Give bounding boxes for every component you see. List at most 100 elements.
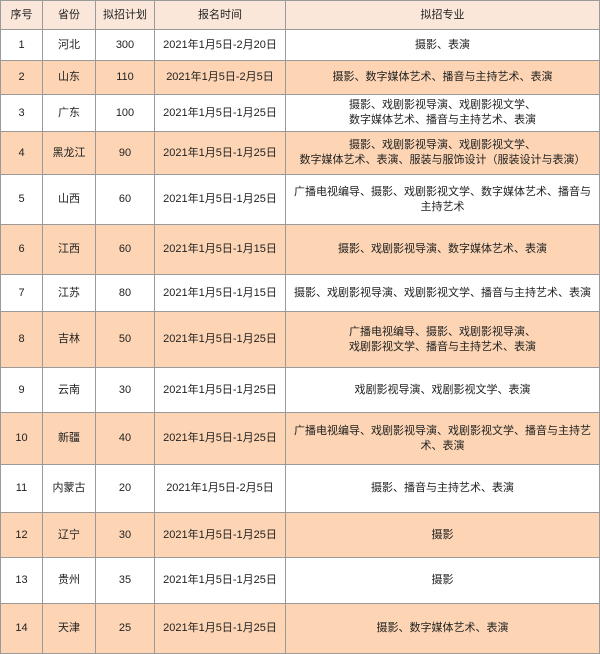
cell-no: 9 [0, 367, 43, 413]
cell-province: 吉林 [42, 311, 96, 368]
cell-majors: 摄影、播音与主持艺术、表演 [285, 464, 600, 513]
cell-province: 贵州 [42, 557, 96, 604]
table-row: 6 江西 60 2021年1月5日-1月15日 摄影、戏剧影视导演、数字媒体艺术、表演 [0, 224, 600, 275]
table-row: 3 广东 100 2021年1月5日-1月25日 摄影、戏剧影视导演、戏剧影视文学、 数字… [0, 94, 600, 132]
cell-province: 山西 [42, 174, 96, 225]
header-row: 序号 省份 拟招计划 报名时间 拟招专业 [0, 0, 600, 30]
cell-period: 2021年1月5日-1月25日 [154, 311, 286, 368]
cell-majors: 广播电视编导、戏剧影视导演、戏剧影视文学、播音与主持艺术、表演 [285, 412, 600, 465]
majors-line: 广播电视编导、摄影、戏剧影视导演、 [349, 325, 536, 338]
cell-period: 2021年1月5日-1月25日 [154, 131, 286, 175]
cell-period: 2021年1月5日-1月25日 [154, 94, 286, 132]
cell-majors: 摄影、表演 [285, 29, 600, 61]
cell-no: 14 [0, 603, 43, 654]
cell-no: 11 [0, 464, 43, 513]
cell-majors: 摄影、戏剧影视导演、戏剧影视文学、播音与主持艺术、表演 [285, 274, 600, 312]
cell-province: 山东 [42, 60, 96, 95]
cell-majors: 摄影 [285, 557, 600, 604]
majors-line: 摄影、播音与主持艺术、表演 [371, 482, 514, 494]
cell-no: 1 [0, 29, 43, 61]
cell-province: 新疆 [42, 412, 96, 465]
cell-period: 2021年1月5日-2月5日 [154, 60, 286, 95]
cell-period: 2021年1月5日-1月15日 [154, 274, 286, 312]
majors-line: 摄影、戏剧影视导演、戏剧影视文学、 [349, 139, 536, 151]
cell-province: 内蒙古 [42, 464, 96, 513]
cell-province: 广东 [42, 94, 96, 132]
majors-line: 摄影、戏剧影视导演、数字媒体艺术、表演 [338, 243, 547, 255]
cell-majors: 摄影、数字媒体艺术、播音与主持艺术、表演 [285, 60, 600, 95]
cell-plan: 60 [95, 174, 155, 225]
cell-period: 2021年1月5日-1月25日 [154, 512, 286, 558]
cell-period: 2021年1月5日-1月25日 [154, 174, 286, 225]
cell-plan: 100 [95, 94, 155, 132]
cell-plan: 20 [95, 464, 155, 513]
header-majors: 拟招专业 [285, 0, 600, 30]
majors-line: 摄影 [431, 574, 454, 586]
header-province: 省份 [42, 0, 96, 30]
majors-line: 戏剧影视导演、戏剧影视文学、表演 [354, 383, 531, 396]
cell-period: 2021年1月5日-1月25日 [154, 557, 286, 604]
cell-no: 2 [0, 60, 43, 95]
majors-line: 戏剧影视文学、播音与主持艺术、表演 [349, 340, 536, 353]
cell-province: 云南 [42, 367, 96, 413]
cell-plan: 30 [95, 367, 155, 413]
cell-no: 5 [0, 174, 43, 225]
cell-province: 江苏 [42, 274, 96, 312]
cell-plan: 90 [95, 131, 155, 175]
cell-period: 2021年1月5日-1月25日 [154, 367, 286, 413]
cell-province: 黑龙江 [42, 131, 96, 175]
cell-province: 河北 [42, 29, 96, 61]
table-row: 1 河北 300 2021年1月5日-2月20日 摄影、表演 [0, 29, 600, 61]
majors-line: 摄影、戏剧影视导演、戏剧影视文学、播音与主持艺术、表演 [294, 286, 591, 299]
cell-period: 2021年1月5日-1月15日 [154, 224, 286, 275]
majors-line: 摄影、数字媒体艺术、表演 [376, 622, 509, 634]
cell-plan: 80 [95, 274, 155, 312]
table-row: 2 山东 110 2021年1月5日-2月5日 摄影、数字媒体艺术、播音与主持艺术、表演 [0, 60, 600, 95]
table-row: 11 内蒙古 20 2021年1月5日-2月5日 摄影、播音与主持艺术、表演 [0, 464, 600, 513]
cell-no: 4 [0, 131, 43, 175]
cell-majors: 广播电视编导、摄影、戏剧影视导演、 戏剧影视文学、播音与主持艺术、表演 [285, 311, 600, 368]
majors-line: 摄影 [431, 528, 454, 541]
cell-majors: 摄影、戏剧影视导演、数字媒体艺术、表演 [285, 224, 600, 275]
cell-province: 天津 [42, 603, 96, 654]
table-row: 8 吉林 50 2021年1月5日-1月25日 广播电视编导、摄影、戏剧影视导演、 戏剧影… [0, 311, 600, 368]
majors-line: 摄影、表演 [415, 38, 470, 51]
table-row: 10 新疆 40 2021年1月5日-1月25日 广播电视编导、戏剧影视导演、戏剧影视文… [0, 412, 600, 465]
cell-period: 2021年1月5日-1月25日 [154, 603, 286, 654]
cell-majors: 摄影、戏剧影视导演、戏剧影视文学、 数字媒体艺术、播音与主持艺术、表演 [285, 94, 600, 132]
cell-period: 2021年1月5日-1月25日 [154, 412, 286, 465]
cell-plan: 35 [95, 557, 155, 604]
cell-plan: 110 [95, 60, 155, 95]
majors-line: 广播电视编导、戏剧影视导演、戏剧影视文学、播音与主持艺术、表演 [294, 424, 591, 452]
cell-no: 10 [0, 412, 43, 465]
cell-plan: 25 [95, 603, 155, 654]
majors-line: 数字媒体艺术、播音与主持艺术、表演 [349, 114, 536, 126]
cell-province: 辽宁 [42, 512, 96, 558]
cell-majors: 摄影 [285, 512, 600, 558]
header-period: 报名时间 [154, 0, 286, 30]
majors-line: 数字媒体艺术、表演、服装与服饰设计（服装设计与表演） [299, 154, 586, 166]
cell-period: 2021年1月5日-2月5日 [154, 464, 286, 513]
table-row: 12 辽宁 30 2021年1月5日-1月25日 摄影 [0, 512, 600, 558]
majors-line: 摄影、戏剧影视导演、戏剧影视文学、 [349, 99, 536, 111]
table-row: 13 贵州 35 2021年1月5日-1月25日 摄影 [0, 557, 600, 604]
cell-no: 12 [0, 512, 43, 558]
cell-no: 8 [0, 311, 43, 368]
cell-plan: 60 [95, 224, 155, 275]
majors-line: 广播电视编导、摄影、戏剧影视文学、数字媒体艺术、播音与主持艺术 [294, 185, 591, 213]
cell-period: 2021年1月5日-2月20日 [154, 29, 286, 61]
cell-no: 6 [0, 224, 43, 275]
cell-no: 3 [0, 94, 43, 132]
cell-plan: 40 [95, 412, 155, 465]
cell-majors: 戏剧影视导演、戏剧影视文学、表演 [285, 367, 600, 413]
table-row: 14 天津 25 2021年1月5日-1月25日 摄影、数字媒体艺术、表演 [0, 603, 600, 654]
cell-majors: 广播电视编导、摄影、戏剧影视文学、数字媒体艺术、播音与主持艺术 [285, 174, 600, 225]
table-row: 4 黑龙江 90 2021年1月5日-1月25日 摄影、戏剧影视导演、戏剧影视文学、数字… [0, 131, 600, 175]
cell-no: 13 [0, 557, 43, 604]
cell-plan: 50 [95, 311, 155, 368]
header-no: 序号 [0, 0, 43, 30]
cell-majors: 摄影、数字媒体艺术、表演 [285, 603, 600, 654]
majors-line: 摄影、数字媒体艺术、播音与主持艺术、表演 [332, 71, 553, 83]
table-row: 7 江苏 80 2021年1月5日-1月15日 摄影、戏剧影视导演、戏剧影视文学、播音与… [0, 274, 600, 312]
